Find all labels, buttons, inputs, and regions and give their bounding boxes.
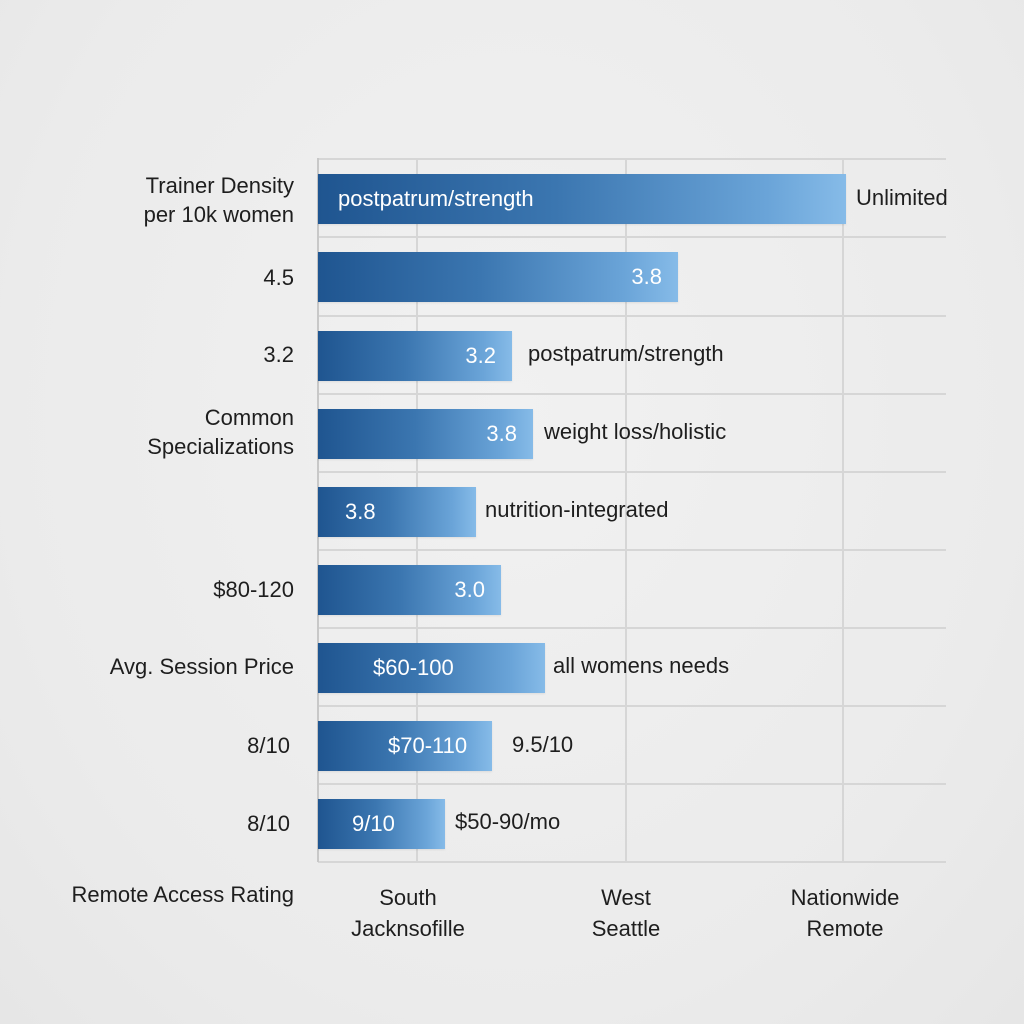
bar-3-2[interactable]: 3.2	[318, 331, 512, 381]
bar-inside-label: 3.8	[631, 264, 662, 289]
bar-trainer-density[interactable]: postpatrum/strength	[318, 174, 846, 224]
y-label-4-5: 4.5	[263, 265, 294, 290]
gridline-h	[318, 705, 946, 707]
gridline-h	[318, 393, 946, 395]
bar-outside-label: weight loss/holistic	[544, 419, 727, 444]
bar-inside-label: 3.8	[345, 499, 376, 524]
bar-outside-label: 9.5/10	[512, 732, 574, 757]
y-label-line: Trainer Density	[145, 173, 294, 198]
bar-4-5[interactable]: 3.8	[318, 252, 678, 302]
y-label-remote-access-rating: Remote Access Rating	[71, 882, 294, 907]
gridline-h	[318, 861, 946, 863]
bar-8-10-b[interactable]: 9/10	[318, 799, 445, 849]
y-label-3-2: 3.2	[263, 342, 294, 367]
bar-outside-label: $50-90/mo	[455, 809, 561, 834]
gridline-h	[318, 315, 946, 317]
bar-outside-label: Unlimited	[856, 185, 948, 210]
y-label-trainer-density: Trainer Density per 10k women	[144, 171, 294, 229]
plot-area: postpatrum/strength Unlimited 3.8 3.2 po…	[317, 158, 948, 863]
bar-avg-session-price[interactable]: $60-100	[318, 643, 545, 693]
bar-outside-label: all womens needs	[553, 653, 730, 678]
x-label-line: Nationwide	[790, 885, 900, 910]
y-label-8-10-a: 8/10	[247, 733, 290, 758]
x-label-nationwide-remote: Nationwide Remote	[745, 882, 945, 944]
bar-inside-label: 3.2	[465, 343, 496, 368]
gridline-v	[625, 158, 627, 862]
bar-inside-label: 3.8	[486, 421, 517, 446]
y-label-avg-session-price: Avg. Session Price	[109, 654, 294, 679]
y-label-price-80-120: $80-120	[213, 577, 294, 602]
bar-row-5[interactable]: 3.8	[318, 487, 476, 537]
gridline-h	[318, 549, 946, 551]
gridline-h	[318, 783, 946, 785]
x-label-line: South	[379, 885, 437, 910]
x-label-line: West	[601, 885, 651, 910]
gridline-v	[842, 158, 844, 862]
bar-inside-label: $60-100	[373, 655, 454, 680]
bar-inside-label: $70-110	[388, 733, 468, 758]
bar-8-10-a[interactable]: $70-110	[318, 721, 492, 771]
bar-common-specializations[interactable]: 3.8	[318, 409, 533, 459]
bar-80-120[interactable]: 3.0	[318, 565, 501, 615]
bar-outside-label: nutrition-integrated	[485, 497, 669, 522]
y-label-line: Common	[204, 405, 294, 430]
x-label-line: Seattle	[591, 916, 661, 941]
y-label-line: per 10k women	[143, 202, 294, 227]
gridline-h	[318, 627, 946, 629]
gridline-h	[318, 158, 946, 160]
bar-inside-label: 9/10	[352, 811, 395, 836]
y-label-8-10-b: 8/10	[247, 811, 290, 836]
x-label-line: Remote	[806, 916, 884, 941]
y-label-common-specializations: Common Specializations	[147, 403, 294, 461]
x-label-south-jacksonville: South Jacknsofille	[308, 882, 508, 944]
bar-inside-label: postpatrum/strength	[338, 186, 534, 211]
bar-inside-label: 3.0	[454, 577, 485, 602]
x-label-line: Jacknsofille	[351, 916, 465, 941]
bar-outside-label: postpatrum/strength	[528, 341, 724, 366]
x-label-west-seattle: West Seattle	[526, 882, 726, 944]
gridline-h	[318, 236, 946, 238]
gridline-h	[318, 471, 946, 473]
y-label-line: Specializations	[147, 434, 294, 459]
